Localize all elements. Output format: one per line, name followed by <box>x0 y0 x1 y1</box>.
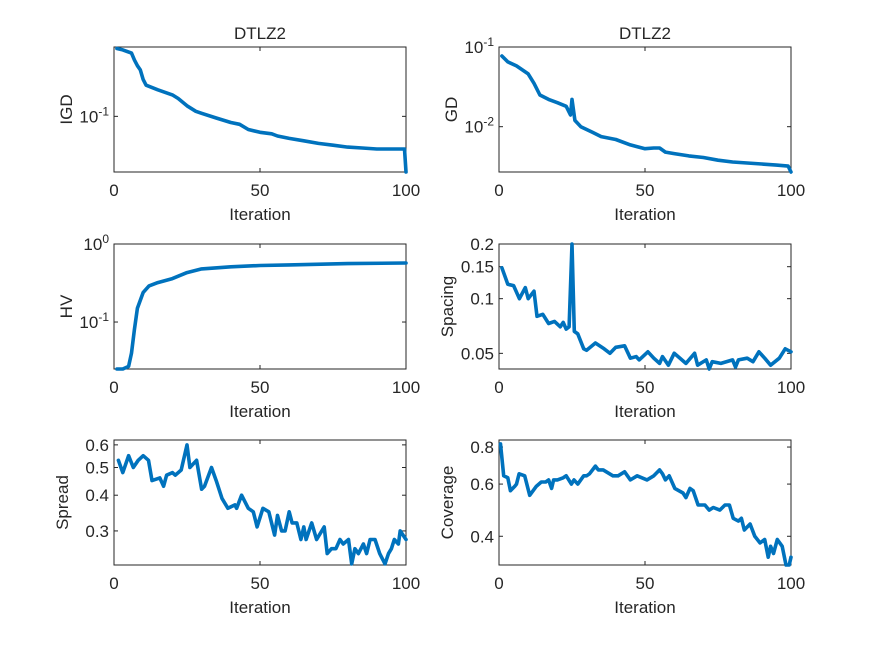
y-tick-label: 0.5 <box>85 459 109 478</box>
axes-box <box>113 439 407 566</box>
y-tick-exponent: 0 <box>102 232 109 246</box>
x-tick-label: 50 <box>636 378 655 397</box>
y-tick-base: 10 <box>83 235 102 254</box>
y-tick-exponent: -1 <box>98 104 109 118</box>
axes-box <box>113 46 407 173</box>
x-tick-label: 0 <box>109 181 118 200</box>
axes-box <box>498 439 792 566</box>
y-tick-label: 0.4 <box>85 486 109 505</box>
y-axis-label: Coverage <box>438 466 457 540</box>
y-axis-label: Spacing <box>438 276 457 337</box>
x-tick-label: 100 <box>392 181 420 200</box>
series-line <box>498 442 793 567</box>
x-tick-label: 100 <box>777 574 805 593</box>
subplot-igd: 0 50 100 10-1 Iteration IGD DTLZ2 <box>57 24 420 224</box>
x-tick-label: 100 <box>777 181 805 200</box>
y-axis-label: HV <box>57 294 76 318</box>
x-tick-label: 0 <box>109 574 118 593</box>
series-line <box>500 242 793 371</box>
y-tick-label: 0.1 <box>470 290 494 309</box>
subplot-spacing: 0 50 100 0.2 0.15 0.1 0.05 Iteration Spacing <box>438 235 805 421</box>
x-tick-label: 50 <box>636 181 655 200</box>
y-tick-exponent: -1 <box>98 310 109 324</box>
y-tick-label: 0.3 <box>85 522 109 541</box>
x-tick-label: 50 <box>251 181 270 200</box>
y-tick-label: 100 <box>83 232 109 254</box>
y-tick-base: 10 <box>464 118 483 137</box>
series-line <box>116 443 408 566</box>
x-axis-label: Iteration <box>614 402 675 421</box>
x-axis-label: Iteration <box>229 402 290 421</box>
x-tick-label: 0 <box>494 181 503 200</box>
series-line <box>115 46 408 174</box>
y-tick-base: 10 <box>464 38 483 57</box>
y-tick-base: 10 <box>79 107 98 126</box>
y-tick-label: 0.2 <box>470 235 494 254</box>
y-tick-label: 0.6 <box>85 436 109 455</box>
y-tick-label: 0.15 <box>461 258 494 277</box>
x-tick-label: 100 <box>392 574 420 593</box>
axes-box <box>498 46 792 173</box>
y-tick-label: 0.4 <box>470 527 494 546</box>
subplot-coverage: 0 50 100 0.8 0.6 0.4 Iteration Coverage <box>438 438 805 617</box>
x-axis-label: Iteration <box>614 598 675 617</box>
y-tick-base: 10 <box>79 313 98 332</box>
y-axis-label: Spread <box>53 475 72 530</box>
subplot-spread: 0 50 100 0.6 0.5 0.4 0.3 Iteration Spread <box>53 436 420 617</box>
x-tick-label: 0 <box>494 378 503 397</box>
x-axis-label: Iteration <box>229 205 290 224</box>
x-axis-label: Iteration <box>229 598 290 617</box>
series-line <box>115 261 408 371</box>
x-tick-label: 50 <box>251 574 270 593</box>
axes-box <box>498 243 792 370</box>
y-tick-label: 10-1 <box>464 35 494 57</box>
y-tick-label: 10-1 <box>79 310 109 332</box>
x-tick-label: 0 <box>109 378 118 397</box>
y-tick-label: 0.05 <box>461 344 494 363</box>
x-axis-label: Iteration <box>614 205 675 224</box>
x-tick-label: 50 <box>251 378 270 397</box>
x-tick-label: 100 <box>392 378 420 397</box>
x-tick-label: 50 <box>636 574 655 593</box>
y-tick-label: 10-1 <box>79 104 109 126</box>
y-axis-label: GD <box>442 97 461 123</box>
subplot-title: DTLZ2 <box>619 24 671 43</box>
subplot-title: DTLZ2 <box>234 24 286 43</box>
y-tick-label: 0.8 <box>470 438 494 457</box>
y-tick-label: 10-2 <box>464 115 494 137</box>
y-axis-label: IGD <box>57 94 76 124</box>
y-tick-label: 0.6 <box>470 475 494 494</box>
series-line <box>500 54 793 174</box>
y-tick-exponent: -2 <box>483 115 494 129</box>
x-tick-label: 0 <box>494 574 503 593</box>
x-tick-label: 100 <box>777 378 805 397</box>
y-tick-exponent: -1 <box>483 35 494 49</box>
